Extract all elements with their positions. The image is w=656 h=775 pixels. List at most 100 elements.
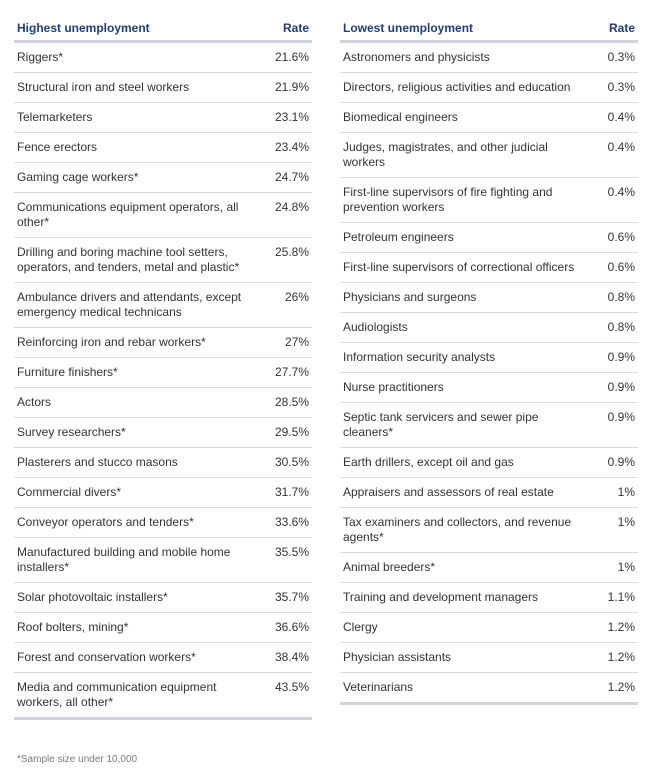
table-row: Riggers* 21.6% <box>14 41 312 73</box>
occupation-cell: Telemarketers <box>14 102 256 133</box>
table-row: Reinforcing iron and rebar workers* 27% <box>14 327 312 358</box>
rate-cell: 26% <box>256 282 312 328</box>
table-row: Forest and conservation workers* 38.4% <box>14 642 312 673</box>
table-row: Nurse practitioners 0.9% <box>340 372 638 403</box>
occupation-cell: Drilling and boring machine tool setters… <box>14 237 256 283</box>
rate-cell: 0.8% <box>582 282 638 313</box>
table-row: Gaming cage workers* 24.7% <box>14 162 312 193</box>
occupation-cell: Actors <box>14 387 256 418</box>
occupation-cell: Gaming cage workers* <box>14 162 256 193</box>
rate-cell: 0.9% <box>582 372 638 403</box>
table-row: Clergy 1.2% <box>340 612 638 643</box>
occupation-cell: Ambulance drivers and attendants, except… <box>14 282 256 328</box>
occupation-cell: Fence erectors <box>14 132 256 163</box>
rate-cell: 0.9% <box>582 447 638 478</box>
occupation-cell: Physician assistants <box>340 642 582 673</box>
occupation-cell: Judges, magistrates, and other judicial … <box>340 132 582 178</box>
rate-cell: 21.9% <box>256 72 312 103</box>
table-row: First-line supervisors of correctional o… <box>340 252 638 283</box>
rate-cell: 1.2% <box>582 672 638 705</box>
rate-cell: 1.2% <box>582 612 638 643</box>
occupation-cell: Furniture finishers* <box>14 357 256 388</box>
rate-cell: 0.4% <box>582 102 638 133</box>
table-row: Solar photovoltaic installers* 35.7% <box>14 582 312 613</box>
table-row: Earth drillers, except oil and gas 0.9% <box>340 447 638 478</box>
occupation-cell: Manufactured building and mobile home in… <box>14 537 256 583</box>
rate-cell: 0.6% <box>582 252 638 283</box>
rate-cell: 1.2% <box>582 642 638 673</box>
rate-header: Rate <box>256 18 312 43</box>
table-row: Biomedical engineers 0.4% <box>340 102 638 133</box>
rate-cell: 1% <box>582 477 638 508</box>
table-row: Information security analysts 0.9% <box>340 342 638 373</box>
table-row: Animal breeders* 1% <box>340 552 638 583</box>
occupation-cell: Solar photovoltaic installers* <box>14 582 256 613</box>
rate-cell: 1% <box>582 507 638 553</box>
rate-cell: 28.5% <box>256 387 312 418</box>
rate-cell: 27% <box>256 327 312 358</box>
rate-cell: 43.5% <box>256 672 312 720</box>
lowest-unemployment-rows: Astronomers and physicists 0.3% Directors,… <box>340 41 638 705</box>
table-header-row: Highest unemployment Rate <box>14 18 312 43</box>
table-row: Actors 28.5% <box>14 387 312 418</box>
occupation-cell: Nurse practitioners <box>340 372 582 403</box>
rate-cell: 24.7% <box>256 162 312 193</box>
table-row: Judges, magistrates, and other judicial … <box>340 132 638 178</box>
table-row: Directors, religious activities and educ… <box>340 72 638 103</box>
table-row: Veterinarians 1.2% <box>340 672 638 705</box>
rate-cell: 27.7% <box>256 357 312 388</box>
table-row: Training and development managers 1.1% <box>340 582 638 613</box>
occupation-cell: Petroleum engineers <box>340 222 582 253</box>
occupation-cell: Appraisers and assessors of real estate <box>340 477 582 508</box>
occupation-cell: First-line supervisors of fire fighting … <box>340 177 582 223</box>
occupation-cell: Reinforcing iron and rebar workers* <box>14 327 256 358</box>
table-row: Media and communication equipment worker… <box>14 672 312 720</box>
lowest-unemployment-header: Lowest unemployment <box>340 18 582 43</box>
rate-cell: 23.1% <box>256 102 312 133</box>
rate-cell: 36.6% <box>256 612 312 643</box>
occupation-cell: Structural iron and steel workers <box>14 72 256 103</box>
table-row: Fence erectors 23.4% <box>14 132 312 163</box>
occupation-cell: Information security analysts <box>340 342 582 373</box>
table-row: Plasterers and stucco masons 30.5% <box>14 447 312 478</box>
occupation-cell: Veterinarians <box>340 672 582 705</box>
table-row: Furniture finishers* 27.7% <box>14 357 312 388</box>
rate-cell: 35.7% <box>256 582 312 613</box>
table-row: Conveyor operators and tenders* 33.6% <box>14 507 312 538</box>
table-row: Commercial divers* 31.7% <box>14 477 312 508</box>
lowest-unemployment-table: Lowest unemployment Rate Astronomers and… <box>340 18 638 705</box>
highest-unemployment-rows: Riggers* 21.6% Structural iron and steel w… <box>14 41 312 720</box>
table-row: Drilling and boring machine tool setters… <box>14 237 312 283</box>
rate-cell: 33.6% <box>256 507 312 538</box>
rate-cell: 0.3% <box>582 72 638 103</box>
table-row: Telemarketers 23.1% <box>14 102 312 133</box>
occupation-cell: Audiologists <box>340 312 582 343</box>
occupation-cell: Survey researchers* <box>14 417 256 448</box>
table-row: Audiologists 0.8% <box>340 312 638 343</box>
table-row: Manufactured building and mobile home in… <box>14 537 312 583</box>
table-row: Petroleum engineers 0.6% <box>340 222 638 253</box>
rate-cell: 0.3% <box>582 41 638 73</box>
rate-cell: 0.9% <box>582 342 638 373</box>
rate-cell: 1.1% <box>582 582 638 613</box>
table-row: Physicians and surgeons 0.8% <box>340 282 638 313</box>
table-row: Septic tank servicers and sewer pipe cle… <box>340 402 638 448</box>
rate-cell: 0.8% <box>582 312 638 343</box>
table-row: Ambulance drivers and attendants, except… <box>14 282 312 328</box>
table-row: Survey researchers* 29.5% <box>14 417 312 448</box>
rate-cell: 25.8% <box>256 237 312 283</box>
sample-size-footnote: *Sample size under 10,000 <box>17 754 138 765</box>
rate-cell: 0.6% <box>582 222 638 253</box>
highest-unemployment-table: Highest unemployment Rate Riggers* 21.6% S… <box>14 18 312 720</box>
table-row: Physician assistants 1.2% <box>340 642 638 673</box>
table-row: Tax examiners and collectors, and revenu… <box>340 507 638 553</box>
table-row: Appraisers and assessors of real estate 1… <box>340 477 638 508</box>
occupation-cell: Communications equipment operators, all … <box>14 192 256 238</box>
table-row: Communications equipment operators, all … <box>14 192 312 238</box>
rate-cell: 29.5% <box>256 417 312 448</box>
occupation-cell: Forest and conservation workers* <box>14 642 256 673</box>
table-row: First-line supervisors of fire fighting … <box>340 177 638 223</box>
occupation-cell: Physicians and surgeons <box>340 282 582 313</box>
occupation-cell: Commercial divers* <box>14 477 256 508</box>
occupation-cell: Conveyor operators and tenders* <box>14 507 256 538</box>
